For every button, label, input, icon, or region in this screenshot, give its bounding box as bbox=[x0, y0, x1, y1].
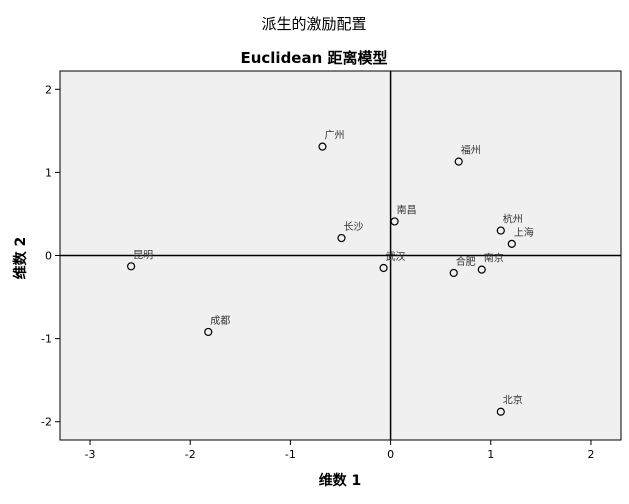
data-point-label: 昆明 bbox=[133, 249, 153, 261]
y-tick-label: 2 bbox=[45, 83, 52, 96]
data-point-marker bbox=[449, 268, 458, 278]
x-tick-label: -1 bbox=[285, 448, 296, 461]
y-axis-title-group: 维数 2 bbox=[12, 237, 29, 280]
data-point-label: 合肥 bbox=[456, 255, 476, 268]
data-point-marker bbox=[318, 142, 327, 151]
chart-title: 派生的激励配置 bbox=[261, 15, 366, 33]
y-tick-label: 0 bbox=[45, 250, 52, 263]
data-point-label: 长沙 bbox=[344, 221, 364, 233]
x-tick-label: -2 bbox=[185, 448, 196, 461]
x-axis-title: 维数 1 bbox=[319, 472, 362, 489]
data-point-marker bbox=[496, 226, 505, 235]
data-point-marker bbox=[337, 233, 346, 243]
x-axis: -3 -2 -1 0 1 2 bbox=[85, 440, 594, 461]
x-tick-label: -3 bbox=[85, 448, 96, 461]
data-point-label: 广州 bbox=[324, 130, 344, 142]
data-point-label: 武汉 bbox=[386, 250, 406, 263]
data-point-marker bbox=[454, 157, 463, 166]
data-point-marker bbox=[477, 265, 486, 274]
data-point-marker bbox=[379, 263, 388, 273]
y-axis: -2 -1 0 1 2 bbox=[41, 83, 60, 429]
data-point-marker bbox=[507, 239, 516, 248]
data-point-marker bbox=[204, 327, 213, 337]
data-point-marker bbox=[127, 262, 136, 271]
data-point-label: 北京 bbox=[503, 394, 523, 407]
data-point-label: 福州 bbox=[461, 144, 481, 157]
data-point-label: 南京 bbox=[484, 252, 504, 265]
data-point-label: 南昌 bbox=[397, 203, 417, 216]
reference-lines bbox=[60, 71, 621, 440]
y-tick-label: 1 bbox=[45, 166, 52, 179]
y-tick-label: -1 bbox=[41, 333, 52, 346]
data-point-label: 杭州 bbox=[503, 213, 523, 226]
data-point-label: 上海 bbox=[514, 226, 534, 239]
data-point-marker bbox=[390, 217, 399, 226]
x-tick-label: 0 bbox=[387, 448, 394, 461]
x-tick-label: 1 bbox=[487, 448, 494, 461]
x-tick-label: 2 bbox=[587, 448, 594, 461]
data-point-label: 成都 bbox=[210, 315, 230, 327]
y-tick-label: -2 bbox=[41, 416, 52, 429]
data-point-marker bbox=[496, 407, 505, 416]
chart-subtitle: Euclidean 距离模型 bbox=[240, 49, 387, 67]
y-axis-title: 维数 2 bbox=[12, 237, 29, 280]
